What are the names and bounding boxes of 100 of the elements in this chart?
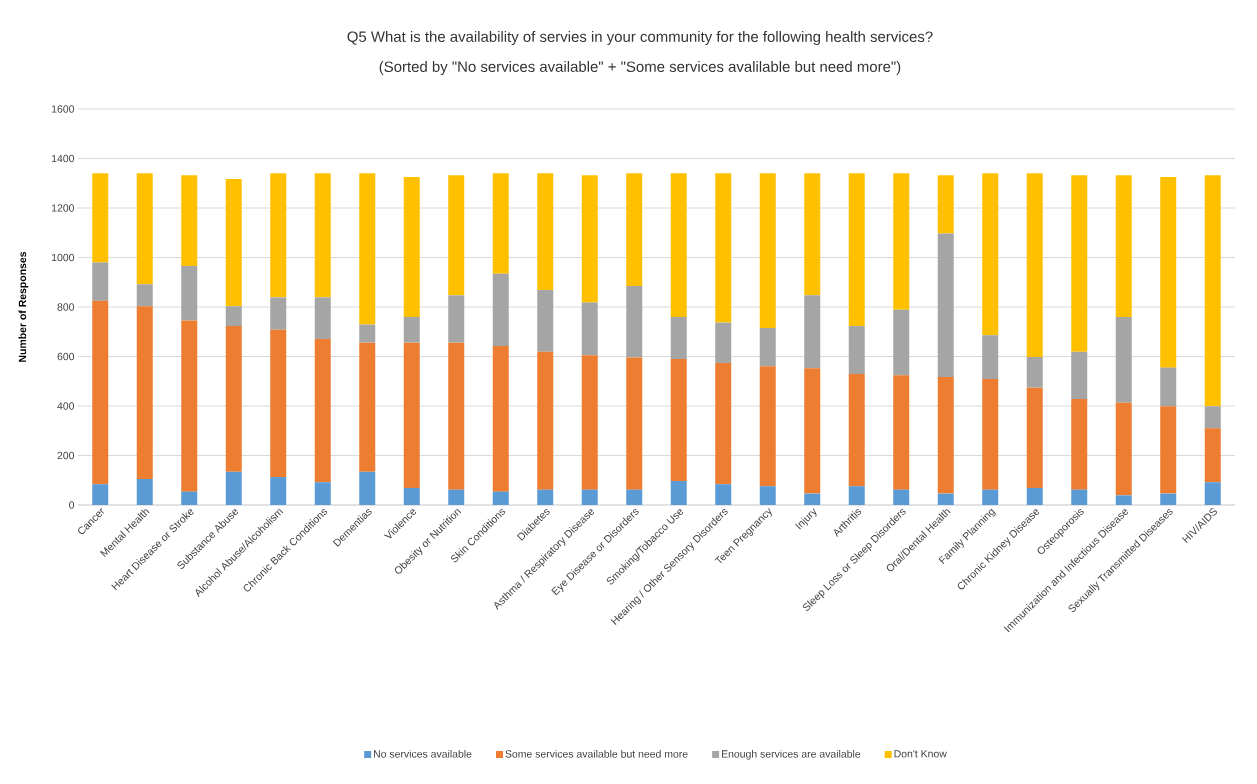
bar — [804, 368, 821, 494]
y-tick-label: 200 — [57, 451, 75, 460]
bar — [181, 491, 198, 505]
bar — [448, 342, 465, 490]
bar — [492, 273, 509, 347]
bar — [893, 489, 910, 505]
bar — [359, 324, 376, 343]
bar — [1204, 482, 1221, 505]
bar — [1071, 399, 1088, 490]
bar — [537, 173, 554, 290]
legend-label: Don't Know — [894, 750, 947, 758]
bar — [181, 175, 198, 266]
bar — [581, 489, 598, 505]
bar — [893, 375, 910, 490]
bar — [537, 351, 554, 490]
bar — [225, 179, 242, 307]
bar — [92, 262, 109, 301]
legend-label: No services available — [374, 749, 472, 758]
bar — [403, 342, 420, 488]
bar — [581, 175, 598, 303]
bar — [1160, 177, 1177, 368]
bar — [403, 487, 420, 505]
bar — [270, 173, 287, 298]
bar — [626, 489, 643, 505]
bar — [759, 486, 776, 505]
bar — [893, 309, 910, 376]
bar — [715, 173, 732, 323]
bar — [804, 295, 821, 369]
bar — [670, 358, 687, 481]
y-tick-label: 400 — [57, 402, 75, 410]
bar — [759, 173, 776, 329]
bar — [1115, 402, 1132, 496]
chart-title: Q5 What is the availability of servies in your community for the following health services? — [347, 31, 933, 45]
bar — [359, 173, 376, 325]
bar — [759, 328, 776, 367]
bar — [937, 233, 954, 378]
bar — [626, 357, 643, 490]
bar — [1204, 406, 1221, 429]
bar — [937, 175, 954, 234]
bar — [1026, 356, 1043, 388]
bar — [136, 306, 153, 480]
bar — [403, 177, 420, 317]
bar — [715, 362, 732, 485]
bar — [492, 346, 509, 492]
legend-label: Enough services are available — [721, 749, 861, 760]
bar — [848, 326, 865, 375]
bar — [270, 477, 287, 505]
bar — [492, 173, 509, 274]
bar — [1115, 316, 1132, 403]
bar — [804, 493, 821, 505]
bar — [581, 355, 598, 490]
y-tick-label: 1200 — [52, 204, 75, 212]
bar — [581, 302, 598, 356]
bar — [92, 173, 109, 263]
bar — [715, 322, 732, 363]
bar — [136, 479, 153, 505]
bar — [314, 173, 331, 298]
y-tick-label: 0 — [69, 501, 75, 509]
bar — [848, 486, 865, 505]
bar — [1160, 367, 1177, 407]
bar — [314, 338, 331, 483]
bar — [982, 379, 999, 490]
bar — [1071, 489, 1088, 505]
y-tick-label: 1600 — [52, 105, 75, 113]
bar — [359, 471, 376, 505]
bar — [937, 493, 954, 505]
bar — [1160, 406, 1177, 494]
bar — [670, 173, 687, 317]
bar — [670, 316, 687, 359]
bar — [982, 335, 999, 380]
legend-label: Some services available but need more — [505, 749, 688, 758]
bar — [982, 489, 999, 505]
bar — [270, 329, 287, 478]
bar — [359, 342, 376, 472]
bar — [1204, 428, 1221, 483]
bar — [715, 484, 732, 505]
bar — [270, 297, 287, 330]
bar — [1026, 487, 1043, 505]
bar — [626, 173, 643, 286]
bar — [982, 173, 999, 336]
bar — [537, 489, 554, 505]
bar — [448, 489, 465, 505]
bar — [181, 265, 198, 321]
bar — [92, 484, 109, 505]
bar — [403, 316, 420, 343]
bar — [759, 366, 776, 487]
chart-subtitle: (Sorted by "No services available" + "Some services avalilable but need more") — [379, 61, 901, 75]
y-tick-label: 600 — [57, 352, 75, 361]
bar — [893, 173, 910, 310]
bar — [670, 480, 687, 505]
bar — [848, 374, 865, 487]
bar — [1071, 351, 1088, 400]
bar — [937, 377, 954, 494]
bar — [1026, 173, 1043, 357]
bar — [1071, 175, 1088, 352]
bar — [1204, 175, 1221, 407]
y-tick-label: 800 — [57, 303, 75, 311]
bar — [1160, 493, 1177, 505]
bar — [225, 471, 242, 505]
bar — [225, 306, 242, 327]
